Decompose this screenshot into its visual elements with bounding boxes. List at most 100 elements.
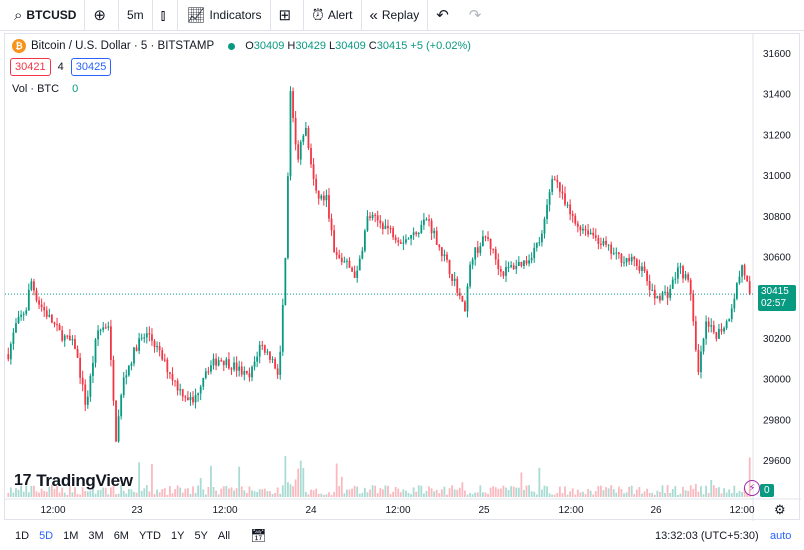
- candle-body: [86, 396, 89, 405]
- candle-body: [271, 359, 274, 361]
- volume-bar: [45, 491, 48, 497]
- candle-body: [163, 359, 166, 361]
- volume-bar: [107, 494, 110, 497]
- volume-bar: [253, 491, 256, 497]
- interval-button[interactable]: 5m: [119, 0, 153, 31]
- undo-button[interactable]: ↶: [428, 0, 461, 31]
- candle-body: [479, 246, 482, 253]
- candle-body: [215, 358, 217, 366]
- candle-body: [94, 339, 97, 363]
- volume-bar: [94, 493, 97, 497]
- range-button-6m[interactable]: 6M: [113, 529, 129, 542]
- volume-bar: [546, 486, 548, 497]
- replay-button[interactable]: « Replay: [362, 0, 429, 31]
- alert-button[interactable]: ⏰︎ Alert: [304, 0, 362, 31]
- candle-body: [238, 366, 241, 371]
- volume-bar: [487, 493, 489, 497]
- volume-bar: [125, 493, 128, 497]
- volume-legend[interactable]: Vol · BTC 0: [12, 83, 78, 95]
- volume-bar: [620, 489, 623, 497]
- x-tick-label: 12:00: [40, 505, 65, 516]
- buy-button[interactable]: 30425: [70, 58, 112, 76]
- redo-button[interactable]: ↷: [461, 0, 494, 31]
- volume-bar: [171, 493, 174, 497]
- volume-bar: [600, 485, 602, 497]
- tradingview-logo[interactable]: 17 TradingView: [14, 471, 133, 491]
- volume-bar: [89, 490, 92, 497]
- volume-bar: [520, 472, 523, 497]
- candle-body: [502, 271, 505, 276]
- sell-button[interactable]: 30421: [10, 58, 51, 76]
- range-button-1d[interactable]: 1D: [15, 529, 30, 542]
- range-button-5y[interactable]: 5Y: [194, 529, 208, 542]
- volume-bar: [615, 492, 618, 497]
- volume-bar: [417, 485, 420, 497]
- volume-bar: [328, 492, 330, 497]
- volume-bar: [220, 488, 223, 497]
- candle-body: [566, 204, 569, 206]
- compare-button[interactable]: ⊕: [85, 0, 119, 31]
- candle-body: [702, 338, 705, 352]
- range-button-all[interactable]: All: [217, 529, 231, 542]
- candle-body: [169, 372, 171, 374]
- candlestick-chart[interactable]: 2960029800300003020030400306003080031000…: [5, 34, 801, 521]
- volume-bar: [643, 491, 646, 497]
- volume-bar: [230, 487, 233, 497]
- volume-bar: [161, 489, 164, 497]
- volume-bar: [530, 491, 533, 497]
- candle-body: [656, 296, 659, 299]
- candle-body: [392, 228, 395, 238]
- candle-body: [245, 371, 248, 374]
- candle-body: [507, 266, 510, 268]
- x-tick-label: 12:00: [729, 505, 754, 516]
- candle-body: [535, 242, 538, 248]
- candle-body: [220, 360, 223, 362]
- candle-body: [476, 247, 479, 253]
- volume-bar: [258, 489, 261, 497]
- volume-bar: [474, 492, 477, 497]
- range-button-1m[interactable]: 1M: [63, 529, 79, 542]
- candle-body: [369, 216, 371, 218]
- volume-bar: [202, 489, 205, 497]
- range-button-1y[interactable]: 1Y: [170, 529, 185, 542]
- candle-body: [615, 252, 618, 254]
- volume-bar: [212, 486, 215, 497]
- lightning-icon[interactable]: ⚡︎: [744, 480, 760, 496]
- volume-bar: [92, 488, 94, 497]
- candle-body: [512, 265, 515, 269]
- candle-body: [97, 330, 99, 340]
- symbol-title[interactable]: Bitcoin / U.S. Dollar · 5 · BITSTAMP: [31, 40, 215, 52]
- candle-body: [684, 274, 687, 279]
- volume-bar: [297, 468, 300, 497]
- candle-body: [633, 256, 636, 260]
- layout-button[interactable]: ⊞: [271, 0, 305, 31]
- volume-bar: [145, 485, 148, 497]
- volume-bar: [151, 464, 153, 497]
- volume-bar: [40, 488, 43, 497]
- gear-icon[interactable]: ⚙︎: [774, 502, 786, 517]
- volume-bar: [574, 494, 577, 497]
- candle-body: [728, 319, 731, 322]
- indicators-button[interactable]: 📈︎ Indicators: [178, 0, 271, 31]
- calendar-icon[interactable]: 📅︎: [250, 527, 267, 543]
- symbol-search[interactable]: ⌕ BTCUSD: [6, 0, 86, 31]
- volume-bar: [66, 494, 69, 497]
- x-tick-label: 24: [305, 505, 317, 516]
- candle-body: [181, 389, 184, 397]
- volume-bar: [738, 490, 741, 497]
- volume-bar: [633, 493, 636, 497]
- volume-bar: [371, 485, 374, 497]
- candle-body: [287, 176, 289, 258]
- volume-bar: [700, 486, 702, 497]
- volume-bar: [456, 489, 459, 497]
- chart-area[interactable]: 2960029800300003020030400306003080031000…: [4, 33, 801, 521]
- range-button-5d[interactable]: 5D: [39, 529, 54, 542]
- candle-body: [351, 267, 353, 272]
- chart-type-button[interactable]: ⫾: [153, 0, 179, 31]
- candle-body: [243, 371, 246, 375]
- range-button-3m[interactable]: 3M: [88, 529, 104, 542]
- auto-scale-toggle[interactable]: auto: [770, 530, 792, 542]
- candle-body: [107, 326, 110, 328]
- range-button-ytd[interactable]: YTD: [138, 529, 161, 542]
- clock-timezone[interactable]: 13:32:03 (UTC+5:30): [655, 530, 759, 542]
